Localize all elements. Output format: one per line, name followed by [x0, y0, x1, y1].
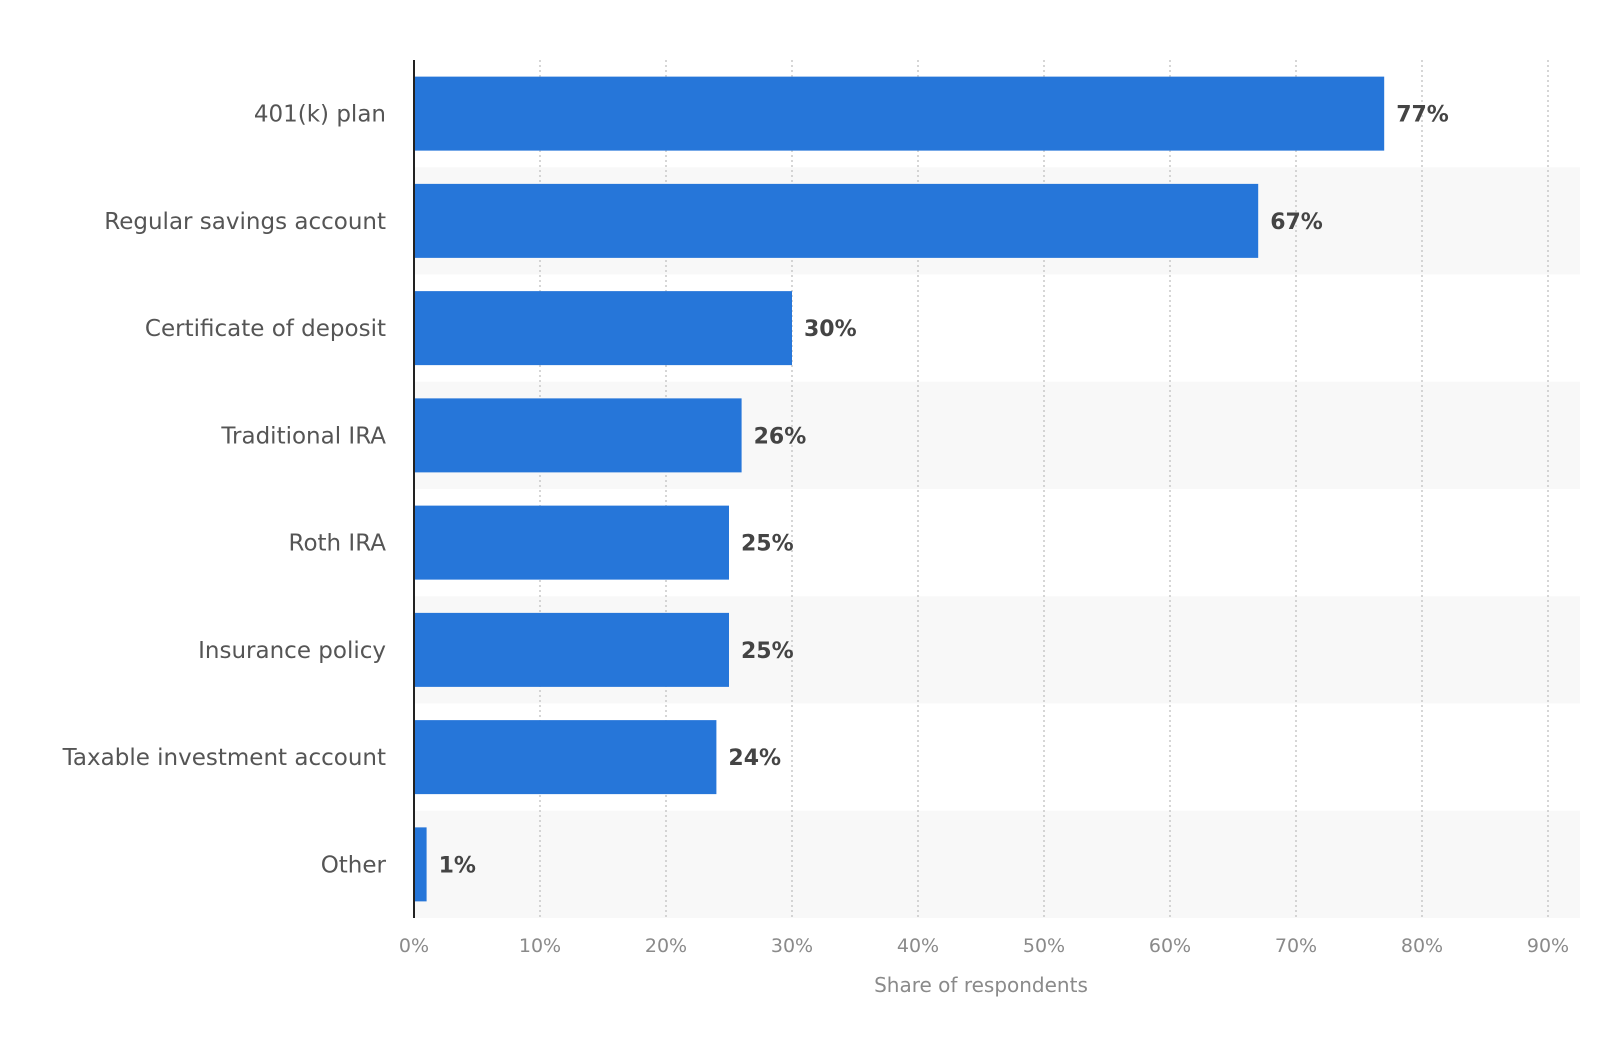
x-tick-label: 0%: [399, 935, 429, 957]
category-label: Insurance policy: [198, 638, 386, 664]
bar: [414, 720, 717, 795]
bars: [414, 76, 1385, 902]
value-label: 26%: [754, 424, 807, 449]
category-label: Taxable investment account: [62, 745, 386, 771]
x-tick-label: 30%: [771, 935, 813, 957]
value-label: 30%: [804, 317, 857, 342]
x-tick-label: 80%: [1401, 935, 1443, 957]
value-label: 25%: [741, 532, 794, 557]
x-tick-label: 70%: [1275, 935, 1317, 957]
value-label: 25%: [741, 639, 794, 664]
category-label: Other: [321, 852, 387, 878]
x-tick-label: 10%: [519, 935, 561, 957]
value-label: 24%: [728, 746, 781, 771]
x-tick-label: 90%: [1527, 935, 1569, 957]
category-label: Regular savings account: [104, 209, 386, 235]
category-labels: 401(k) plan Regular savings account Certif…: [62, 102, 387, 879]
bar: [414, 398, 742, 473]
bar: [414, 183, 1259, 258]
category-label: Roth IRA: [289, 531, 387, 557]
value-label: 77%: [1396, 103, 1449, 128]
x-tick-label: 60%: [1149, 935, 1191, 957]
bar: [414, 612, 729, 687]
value-label: 67%: [1270, 210, 1323, 235]
x-tick-label: 40%: [897, 935, 939, 957]
x-tick-label: 50%: [1023, 935, 1065, 957]
category-label: Certificate of deposit: [145, 316, 386, 342]
x-tick-labels: 0% 10% 20% 30% 40% 50% 60% 70% 80% 90%: [399, 935, 1569, 957]
bar: [414, 291, 792, 366]
category-label: Traditional IRA: [220, 423, 386, 449]
category-label: 401(k) plan: [254, 102, 386, 128]
bar: [414, 827, 427, 902]
value-labels: 77% 67% 30% 26% 25% 25% 24% 1%: [439, 103, 1449, 879]
value-label: 1%: [439, 853, 476, 878]
bar: [414, 76, 1385, 151]
x-axis-title: Share of respondents: [874, 973, 1088, 997]
row-band: [414, 810, 1580, 918]
x-tick-label: 20%: [645, 935, 687, 957]
bar: [414, 505, 729, 580]
